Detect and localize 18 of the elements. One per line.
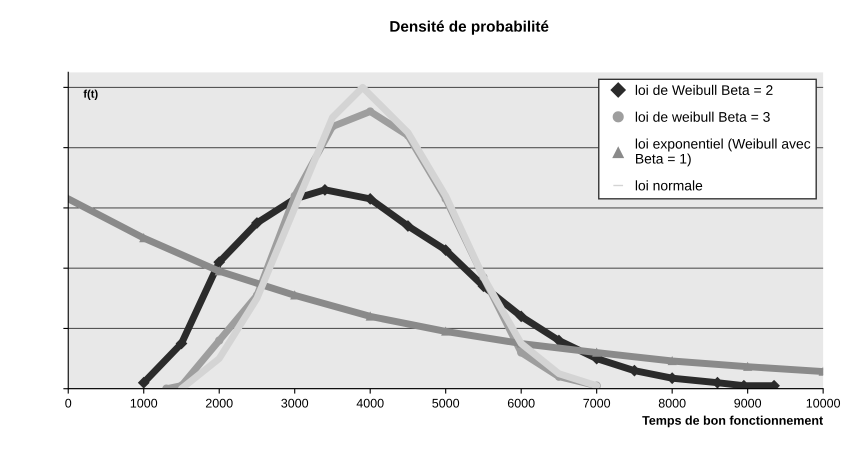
legend-label: loi de Weibull Beta = 2 <box>636 84 773 96</box>
x-tick-label: 0 <box>65 398 72 408</box>
y-axis-title: f(t) <box>84 90 98 100</box>
x-tick-label: 4000 <box>356 398 384 408</box>
x-tick-label: 8000 <box>658 398 686 408</box>
x-tick-label: 7000 <box>583 398 610 408</box>
x-tick-label: 2000 <box>206 398 233 408</box>
x-tick-label: 9000 <box>734 398 762 408</box>
chart-title: Densité de probabilité <box>390 20 548 35</box>
x-tick-label: 5000 <box>432 398 460 408</box>
legend-label: loi exponentiel (Weibull avec Beta = 1) <box>636 138 810 166</box>
x-tick-label: 6000 <box>508 398 535 408</box>
x-axis-title: Temps de bon fonctionnement <box>642 416 824 428</box>
x-tick-label: 1000 <box>130 398 158 408</box>
x-tick-label: 3000 <box>281 398 308 408</box>
legend-label: loi normale <box>636 180 702 190</box>
legend-label: loi de weibull Beta = 3 <box>636 112 770 122</box>
x-tick-label: 10000 <box>806 398 840 408</box>
